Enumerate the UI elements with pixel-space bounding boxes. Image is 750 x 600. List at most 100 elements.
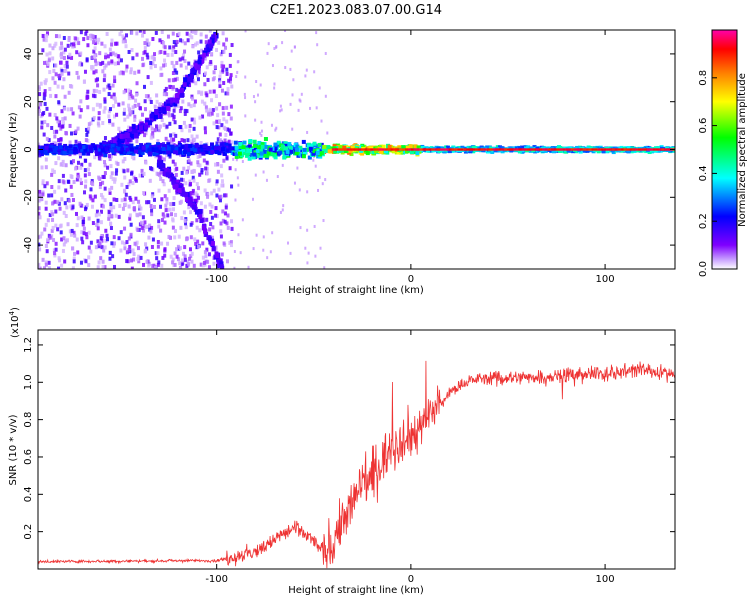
- spectrogram-noise-cell: [187, 61, 191, 66]
- spectrogram-carrier-cell: [141, 145, 146, 150]
- spectrogram-noise-cell: [314, 164, 317, 168]
- spectrogram-carrier-cell: [64, 145, 69, 150]
- spectrogram-noise-cell: [43, 89, 47, 94]
- spectrogram-track-cell: [126, 136, 131, 142]
- spectrogram-carrier-cell: [379, 149, 384, 154]
- spectrogram-noise-cell: [91, 198, 95, 203]
- spectrogram-carrier-cell: [629, 149, 634, 154]
- spectrogram-noise-cell: [215, 141, 219, 146]
- spectrogram-noise-cell: [66, 43, 70, 48]
- spectrogram-noise-cell: [284, 66, 287, 70]
- spectrogram-noise-cell: [84, 259, 88, 264]
- spectrogram-noise-cell: [113, 61, 117, 66]
- spectrogram-carrier-cell: [185, 149, 190, 154]
- spectrogram-noise-cell: [151, 61, 155, 66]
- spectrogram-noise-cell: [160, 218, 164, 223]
- spectrogram-noise-cell: [151, 37, 155, 42]
- spectrogram-noise-cell: [304, 246, 307, 250]
- snr-y-tick-label: 0.4: [23, 486, 34, 502]
- spectrogram-track-cell: [134, 132, 139, 138]
- spectrogram-noise-cell: [46, 62, 50, 67]
- spectrogram-noise-cell: [320, 119, 323, 123]
- spectrogram-noise-cell: [210, 235, 214, 240]
- spectrogram-carrier-core: [600, 148, 604, 151]
- spectrogram-noise-cell: [81, 240, 85, 245]
- spectrogram-noise-cell: [128, 179, 132, 184]
- spectrogram-noise-cell: [183, 108, 187, 113]
- spectrogram-carrier-cell: [246, 151, 251, 156]
- spectrogram-noise-cell: [175, 39, 179, 44]
- spectrogram-noise-cell: [148, 97, 152, 102]
- spectrogram-noise-cell: [86, 129, 90, 134]
- spectrogram-track-cell: [211, 34, 216, 40]
- spectrogram-noise-cell: [64, 214, 68, 219]
- spectrogram-noise-cell: [63, 201, 67, 206]
- spectrogram-carrier-cell: [280, 144, 285, 149]
- spectrogram-carrier-cell: [134, 149, 139, 154]
- spectrogram-noise-cell: [289, 67, 292, 71]
- spectrogram-noise-cell: [122, 111, 126, 116]
- spectrogram-noise-cell: [80, 162, 84, 167]
- spectrogram-noise-cell: [44, 157, 48, 162]
- spectrogram-noise-cell: [230, 226, 234, 231]
- spectrogram-carrier-cell: [270, 152, 275, 157]
- spectrogram-noise-cell: [219, 70, 223, 75]
- spectrogram-carrier-cell: [157, 145, 162, 150]
- spectrogram-noise-cell: [143, 107, 147, 112]
- spectrogram-noise-cell: [128, 245, 132, 250]
- spectrogram-noise-cell: [101, 180, 105, 185]
- spectrogram-noise-cell: [110, 59, 114, 64]
- spectrogram-noise-cell: [54, 72, 58, 77]
- spectrogram-noise-cell: [70, 192, 74, 197]
- spectrogram-noise-cell: [168, 154, 172, 159]
- spectrogram-noise-cell: [86, 43, 90, 48]
- spectrogram-noise-cell: [79, 151, 83, 156]
- spectrogram-noise-cell: [273, 46, 276, 50]
- snr-x-label: Height of straight line (km): [288, 585, 424, 596]
- spectrogram-noise-cell: [99, 256, 103, 261]
- spectrogram-noise-cell: [306, 130, 309, 134]
- spectrogram-carrier-cell: [81, 145, 86, 150]
- spectrogram-noise-cell: [91, 221, 95, 226]
- snr-y-tick-label: 0.2: [23, 524, 34, 540]
- spectrogram-carrier-cell: [487, 146, 492, 151]
- spectrogram-noise-cell: [86, 105, 90, 110]
- spectrogram-noise-cell: [182, 120, 186, 125]
- spectrogram-noise-cell: [150, 208, 154, 213]
- spectrogram-noise-cell: [112, 92, 116, 97]
- spectrogram-noise-cell: [123, 157, 127, 162]
- spectrogram-noise-cell: [169, 137, 173, 142]
- spectrogram-noise-cell: [91, 40, 95, 45]
- spectrogram-noise-cell: [137, 199, 141, 204]
- spectrogram-noise-cell: [134, 196, 138, 201]
- spectrogram-noise-cell: [178, 57, 182, 62]
- spectrogram-noise-cell: [133, 117, 137, 122]
- spectrogram-carrier-cell: [62, 150, 67, 155]
- spectrogram-noise-cell: [57, 73, 61, 78]
- spectrogram-carrier-cell: [209, 142, 214, 147]
- spectrogram-noise-cell: [54, 94, 58, 99]
- spectrogram-carrier-cell: [317, 142, 322, 147]
- spectrogram-carrier-core: [335, 148, 339, 151]
- spectrogram-carrier-cell: [137, 149, 142, 154]
- spectrogram-track-cell: [205, 44, 210, 50]
- spectrogram-noise-cell: [141, 215, 145, 220]
- spectrogram-carrier-core: [367, 148, 371, 151]
- spectrogram-noise-cell: [171, 225, 175, 230]
- snr-x-ticks: -100 0 100: [205, 330, 615, 585]
- spectrogram-track-cell: [209, 43, 214, 49]
- spectrogram-noise-cell: [45, 249, 49, 254]
- spectrogram-noise-cell: [260, 129, 263, 133]
- spectrogram-noise-cell: [171, 71, 175, 76]
- spectrogram-carrier-cell: [86, 151, 91, 156]
- spectrogram-noise-cell: [65, 238, 69, 243]
- spectrogram-x-ticks: -100 0 100: [205, 30, 615, 285]
- spectrogram-carrier-cell: [109, 148, 114, 153]
- spectrogram-noise-cell: [252, 247, 255, 251]
- spectrogram-carrier-cell: [251, 155, 256, 160]
- spectrogram-noise-cell: [76, 216, 80, 221]
- spectrogram-carrier-core: [375, 148, 379, 151]
- spectrogram-noise-cell: [79, 165, 83, 170]
- spectrogram-noise-cell: [144, 248, 148, 253]
- spectrogram-noise-cell: [109, 202, 113, 207]
